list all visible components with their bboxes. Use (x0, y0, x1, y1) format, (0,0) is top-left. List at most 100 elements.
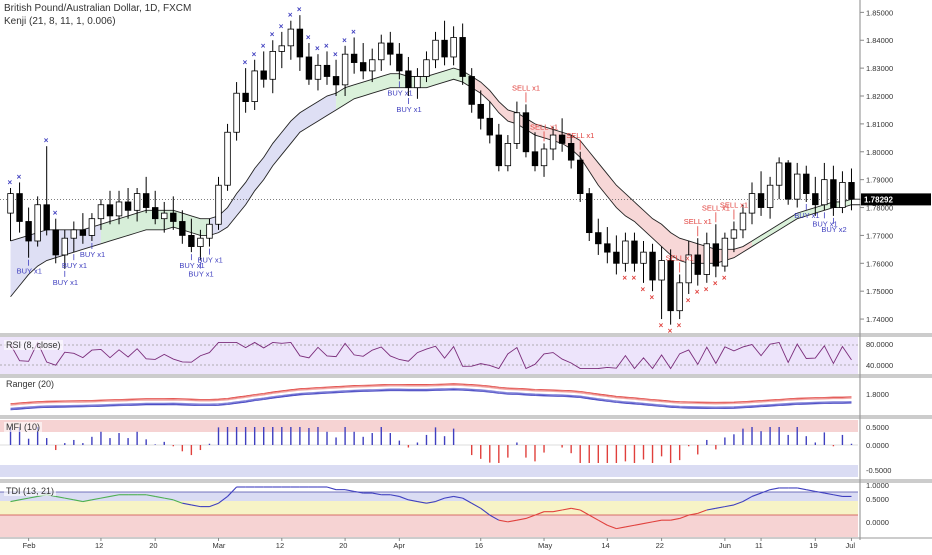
buy-x-mark: × (252, 50, 257, 59)
tdi-line-segment (354, 490, 364, 494)
tdi-line-segment (155, 495, 165, 499)
tdi-line-segment (760, 489, 771, 494)
candle-body (341, 53, 349, 86)
candle-body (504, 143, 512, 167)
buy-x-mark: × (279, 22, 284, 31)
candle-body (513, 112, 521, 144)
tdi-line-segment (634, 523, 644, 526)
x-tick-label: 12 (95, 541, 103, 550)
sell-x-mark: × (686, 296, 691, 305)
candle-body (839, 182, 846, 208)
mfi-tick-label: 0.5000 (866, 423, 889, 432)
candle-body (378, 42, 385, 61)
candle-body (224, 131, 231, 186)
tdi-line-segment (10, 499, 20, 503)
sell-x-mark: × (622, 274, 627, 283)
y-tick-label: 1.74000 (866, 315, 893, 324)
sell-x-mark: × (668, 327, 673, 336)
candle-body (712, 243, 720, 267)
tdi-line-segment (164, 497, 174, 501)
x-tick-label: 14 (601, 541, 609, 550)
ranger-line (10, 389, 852, 411)
y-tick-label: 1.79000 (866, 176, 893, 185)
tdi-line-segment (588, 514, 599, 521)
tdi-line-segment (73, 499, 83, 503)
candle-body (821, 179, 828, 206)
tdi-line-segment (525, 514, 536, 519)
y-tick-label: 1.78000 (866, 204, 893, 213)
candle-body (25, 221, 32, 242)
candle-body (88, 218, 96, 236)
tdi-line-segment (100, 495, 111, 499)
rsi-pane-label: RSI (8, close) (4, 340, 63, 350)
candle-body (459, 37, 466, 77)
tdi-line-segment (824, 492, 834, 496)
y-tick-label: 1.83000 (866, 64, 893, 73)
candle-body (757, 193, 765, 208)
tdi-line-segment (552, 509, 563, 513)
x-tick-label: May (538, 541, 552, 550)
tdi-line-segment (82, 499, 93, 503)
sell-x-mark: × (677, 321, 682, 330)
tdi-tick-label: 0.0000 (866, 518, 889, 527)
candle-body (604, 243, 611, 253)
y-tick-label: 1.80000 (866, 148, 893, 157)
indicator-title: Kenji (21, 8, 11, 1, 0.006) (4, 16, 116, 27)
tdi-line-segment (806, 489, 816, 492)
tdi-line-segment (769, 487, 780, 491)
tdi-line-segment (797, 487, 807, 491)
tdi-line-segment (19, 497, 29, 501)
x-tick-label: 12 (276, 541, 284, 550)
sell-x-mark: × (650, 293, 655, 302)
tdi-line-segment (471, 502, 482, 509)
candle-body (794, 173, 801, 200)
sell-x-mark: × (722, 274, 727, 283)
mfi-upper-zone (0, 420, 858, 432)
x-tick-label: Jul (845, 541, 855, 550)
sell-signal-label: SELL x1 (530, 122, 558, 131)
tdi-line-segment (516, 517, 527, 521)
candle-body (43, 204, 50, 231)
buy-x-mark: × (44, 136, 49, 145)
candle-body (414, 76, 421, 89)
buy-x-mark: × (270, 30, 275, 39)
buy-signal-label: BUY x2 (821, 225, 846, 234)
candle-body (242, 92, 249, 102)
tdi-line-segment (507, 519, 518, 523)
candle-body (721, 237, 729, 267)
y-tick-label: 1.84000 (866, 36, 893, 45)
candle-body (142, 193, 150, 208)
buy-signal-label: BUY x1 (62, 261, 87, 270)
tdi-line-segment (706, 507, 716, 511)
tdi-line-segment (64, 497, 74, 501)
rsi-tick-label: 80.0000 (866, 340, 893, 349)
buy-signal-label: BUY x1 (197, 256, 222, 265)
mfi-pane-label: MFI (10) (4, 422, 43, 432)
tdi-line-segment (326, 486, 337, 491)
candle-body (441, 39, 448, 58)
candle-body (7, 193, 14, 214)
mfi-lower-zone (0, 465, 858, 477)
buy-signal-label: BUY x1 (812, 219, 837, 228)
candle-body (468, 76, 475, 105)
sell-x-mark: × (713, 279, 718, 288)
tdi-line-segment (643, 521, 653, 525)
tdi-line-segment (598, 519, 608, 526)
candle-body (531, 151, 539, 167)
tdi-line-segment (733, 501, 744, 506)
candle-body (70, 229, 78, 239)
candle-body (52, 229, 59, 256)
tdi-line-segment (498, 519, 508, 523)
buy-x-mark: × (53, 209, 58, 218)
candle-body (567, 143, 575, 161)
candle-body (631, 240, 638, 264)
buy-signal-label: BUY x1 (794, 211, 819, 220)
tdi-line-segment (91, 497, 102, 501)
tdi-line-segment (688, 512, 698, 516)
candle-body (61, 237, 68, 256)
tdi-line-segment (173, 499, 183, 504)
candle-body (278, 45, 286, 52)
